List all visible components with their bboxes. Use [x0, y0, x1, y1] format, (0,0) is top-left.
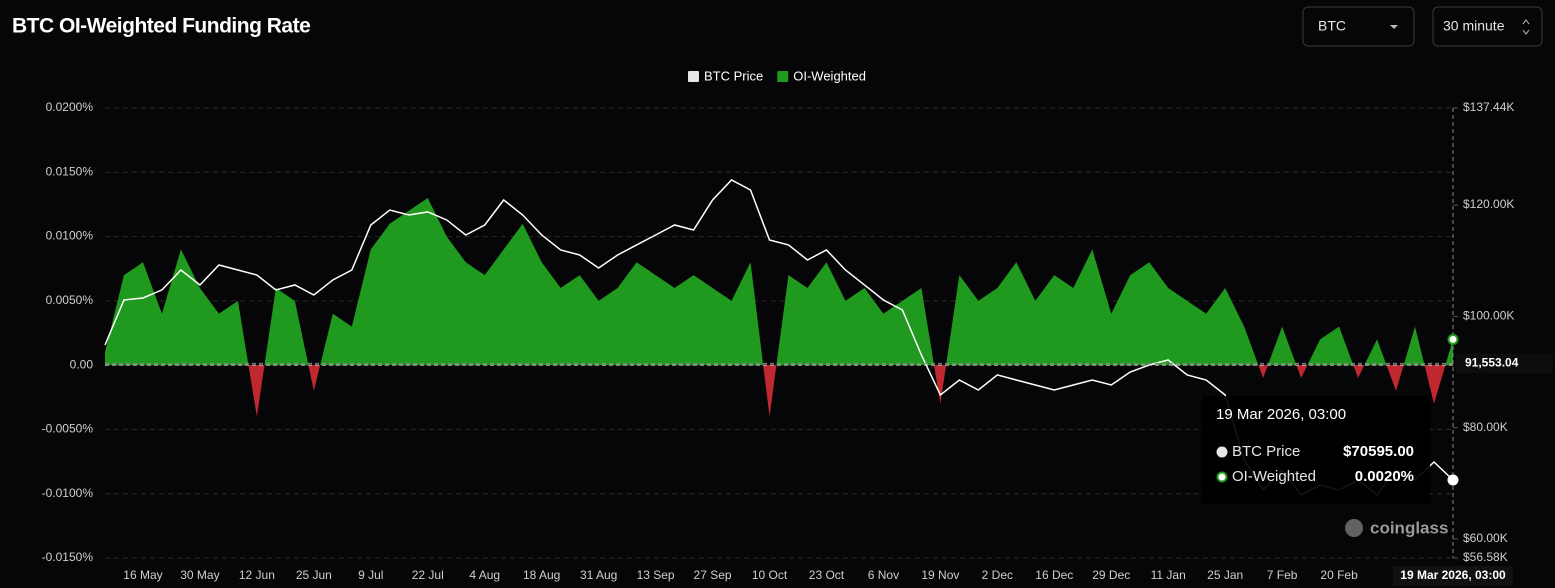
y-tick-label: -0.0150%: [42, 550, 94, 564]
y-tick-label: -0.0100%: [42, 486, 94, 500]
crosshair-price-box: [1456, 353, 1553, 374]
tooltip-box: [1202, 396, 1430, 504]
x-tick-label: 29 Dec: [1092, 568, 1130, 582]
crosshair-date-label: 19 Mar 2026, 03:00: [1400, 568, 1506, 582]
x-tick-label: 22 Jul: [412, 568, 444, 582]
dropdown-value[interactable]: 30 minute: [1443, 18, 1505, 34]
y2-tick-label: $120.00K: [1463, 197, 1514, 211]
x-tick-label: 13 Sep: [637, 568, 675, 582]
x-tick-label: 11 Jan: [1151, 568, 1186, 582]
tooltip-swatch: [1216, 471, 1228, 483]
crosshair-date-box: [1393, 566, 1513, 586]
funding-area: [105, 198, 1453, 417]
x-tick-label: 7 Feb: [1267, 568, 1298, 582]
x-tick-label: 9 Jul: [358, 568, 383, 582]
point-marker: [1447, 333, 1459, 345]
tooltip: 19 Mar 2026, 03:00 BTC Price $70595.00 OI-W…: [1202, 396, 1430, 504]
x-tick-label: 20 Feb: [1320, 568, 1358, 582]
x-tick-label: 6 Nov: [868, 568, 899, 582]
dropdown-arrow: [1522, 19, 1530, 35]
x-tick-label: 31 Aug: [580, 568, 617, 582]
y2-tick-label: $60.00K: [1463, 531, 1508, 545]
dropdown-arrow: [1390, 25, 1398, 29]
legend-swatch: [688, 71, 699, 82]
y-tick-label: 0.0100%: [46, 229, 94, 243]
y2-tick-label: $100.00K: [1463, 309, 1514, 323]
tooltip-title: 19 Mar 2026, 03:00: [1216, 406, 1346, 423]
legend-swatch: [777, 71, 789, 82]
page-title: BTC OI-Weighted Funding Rate: [12, 15, 310, 38]
y2-tick-label: $137.44K: [1463, 100, 1514, 114]
point-marker: [1447, 474, 1459, 486]
dropdown-value[interactable]: BTC: [1318, 18, 1346, 34]
crosshair-price-label: 91,553.04: [1465, 356, 1519, 370]
x-tick-label: 30 May: [180, 568, 219, 582]
legend-label: BTC Price: [704, 68, 763, 83]
tooltip-name: OI-Weighted: [1232, 468, 1316, 485]
x-tick-label: 25 Jan: [1207, 568, 1243, 582]
dropdown-box[interactable]: [1432, 6, 1543, 47]
tooltip-name: BTC Price: [1232, 443, 1300, 460]
dropdown-box[interactable]: [1302, 6, 1415, 47]
y-tick-label: 0.00: [70, 357, 94, 371]
y-tick-label: -0.0050%: [42, 422, 94, 436]
coin-dropdown[interactable]: BTC: [1302, 6, 1415, 47]
x-tick-label: 18 Aug: [523, 568, 560, 582]
y2-tick-label: $80.00K: [1463, 420, 1508, 434]
x-tick-label: 10 Oct: [752, 568, 788, 582]
y2-tick-label: $56.58K: [1463, 550, 1508, 564]
y-tick-label: 0.0200%: [46, 100, 94, 114]
interval-dropdown[interactable]: 30 minute: [1432, 6, 1543, 47]
tooltip-swatch: [1216, 446, 1228, 458]
x-tick-label: 16 Dec: [1035, 568, 1073, 582]
logo-text: coinglass: [1370, 518, 1448, 537]
x-tick-label: 16 May: [123, 568, 162, 582]
x-tick-label: 27 Sep: [694, 568, 732, 582]
logo: coinglass: [1345, 518, 1448, 537]
x-tick-label: 25 Jun: [296, 568, 332, 582]
tooltip-value: 0.0020%: [1355, 468, 1414, 485]
logo-icon: [1345, 519, 1363, 537]
y-tick-label: 0.0150%: [46, 164, 94, 178]
x-tick-label: 12 Jun: [239, 568, 275, 582]
y-tick-label: 0.0050%: [46, 293, 94, 307]
x-tick-label: 23 Oct: [809, 568, 845, 582]
tooltip-value: $70595.00: [1343, 443, 1414, 460]
x-tick-label: 4 Aug: [469, 568, 500, 582]
plot: -0.0150% -0.0100% -0.0050% 0.00 0.0050% 0.010…: [42, 68, 1553, 586]
x-tick-label: 19 Nov: [921, 568, 959, 582]
x-tick-label: 2 Dec: [982, 568, 1013, 582]
legend-label: OI-Weighted: [793, 68, 866, 83]
